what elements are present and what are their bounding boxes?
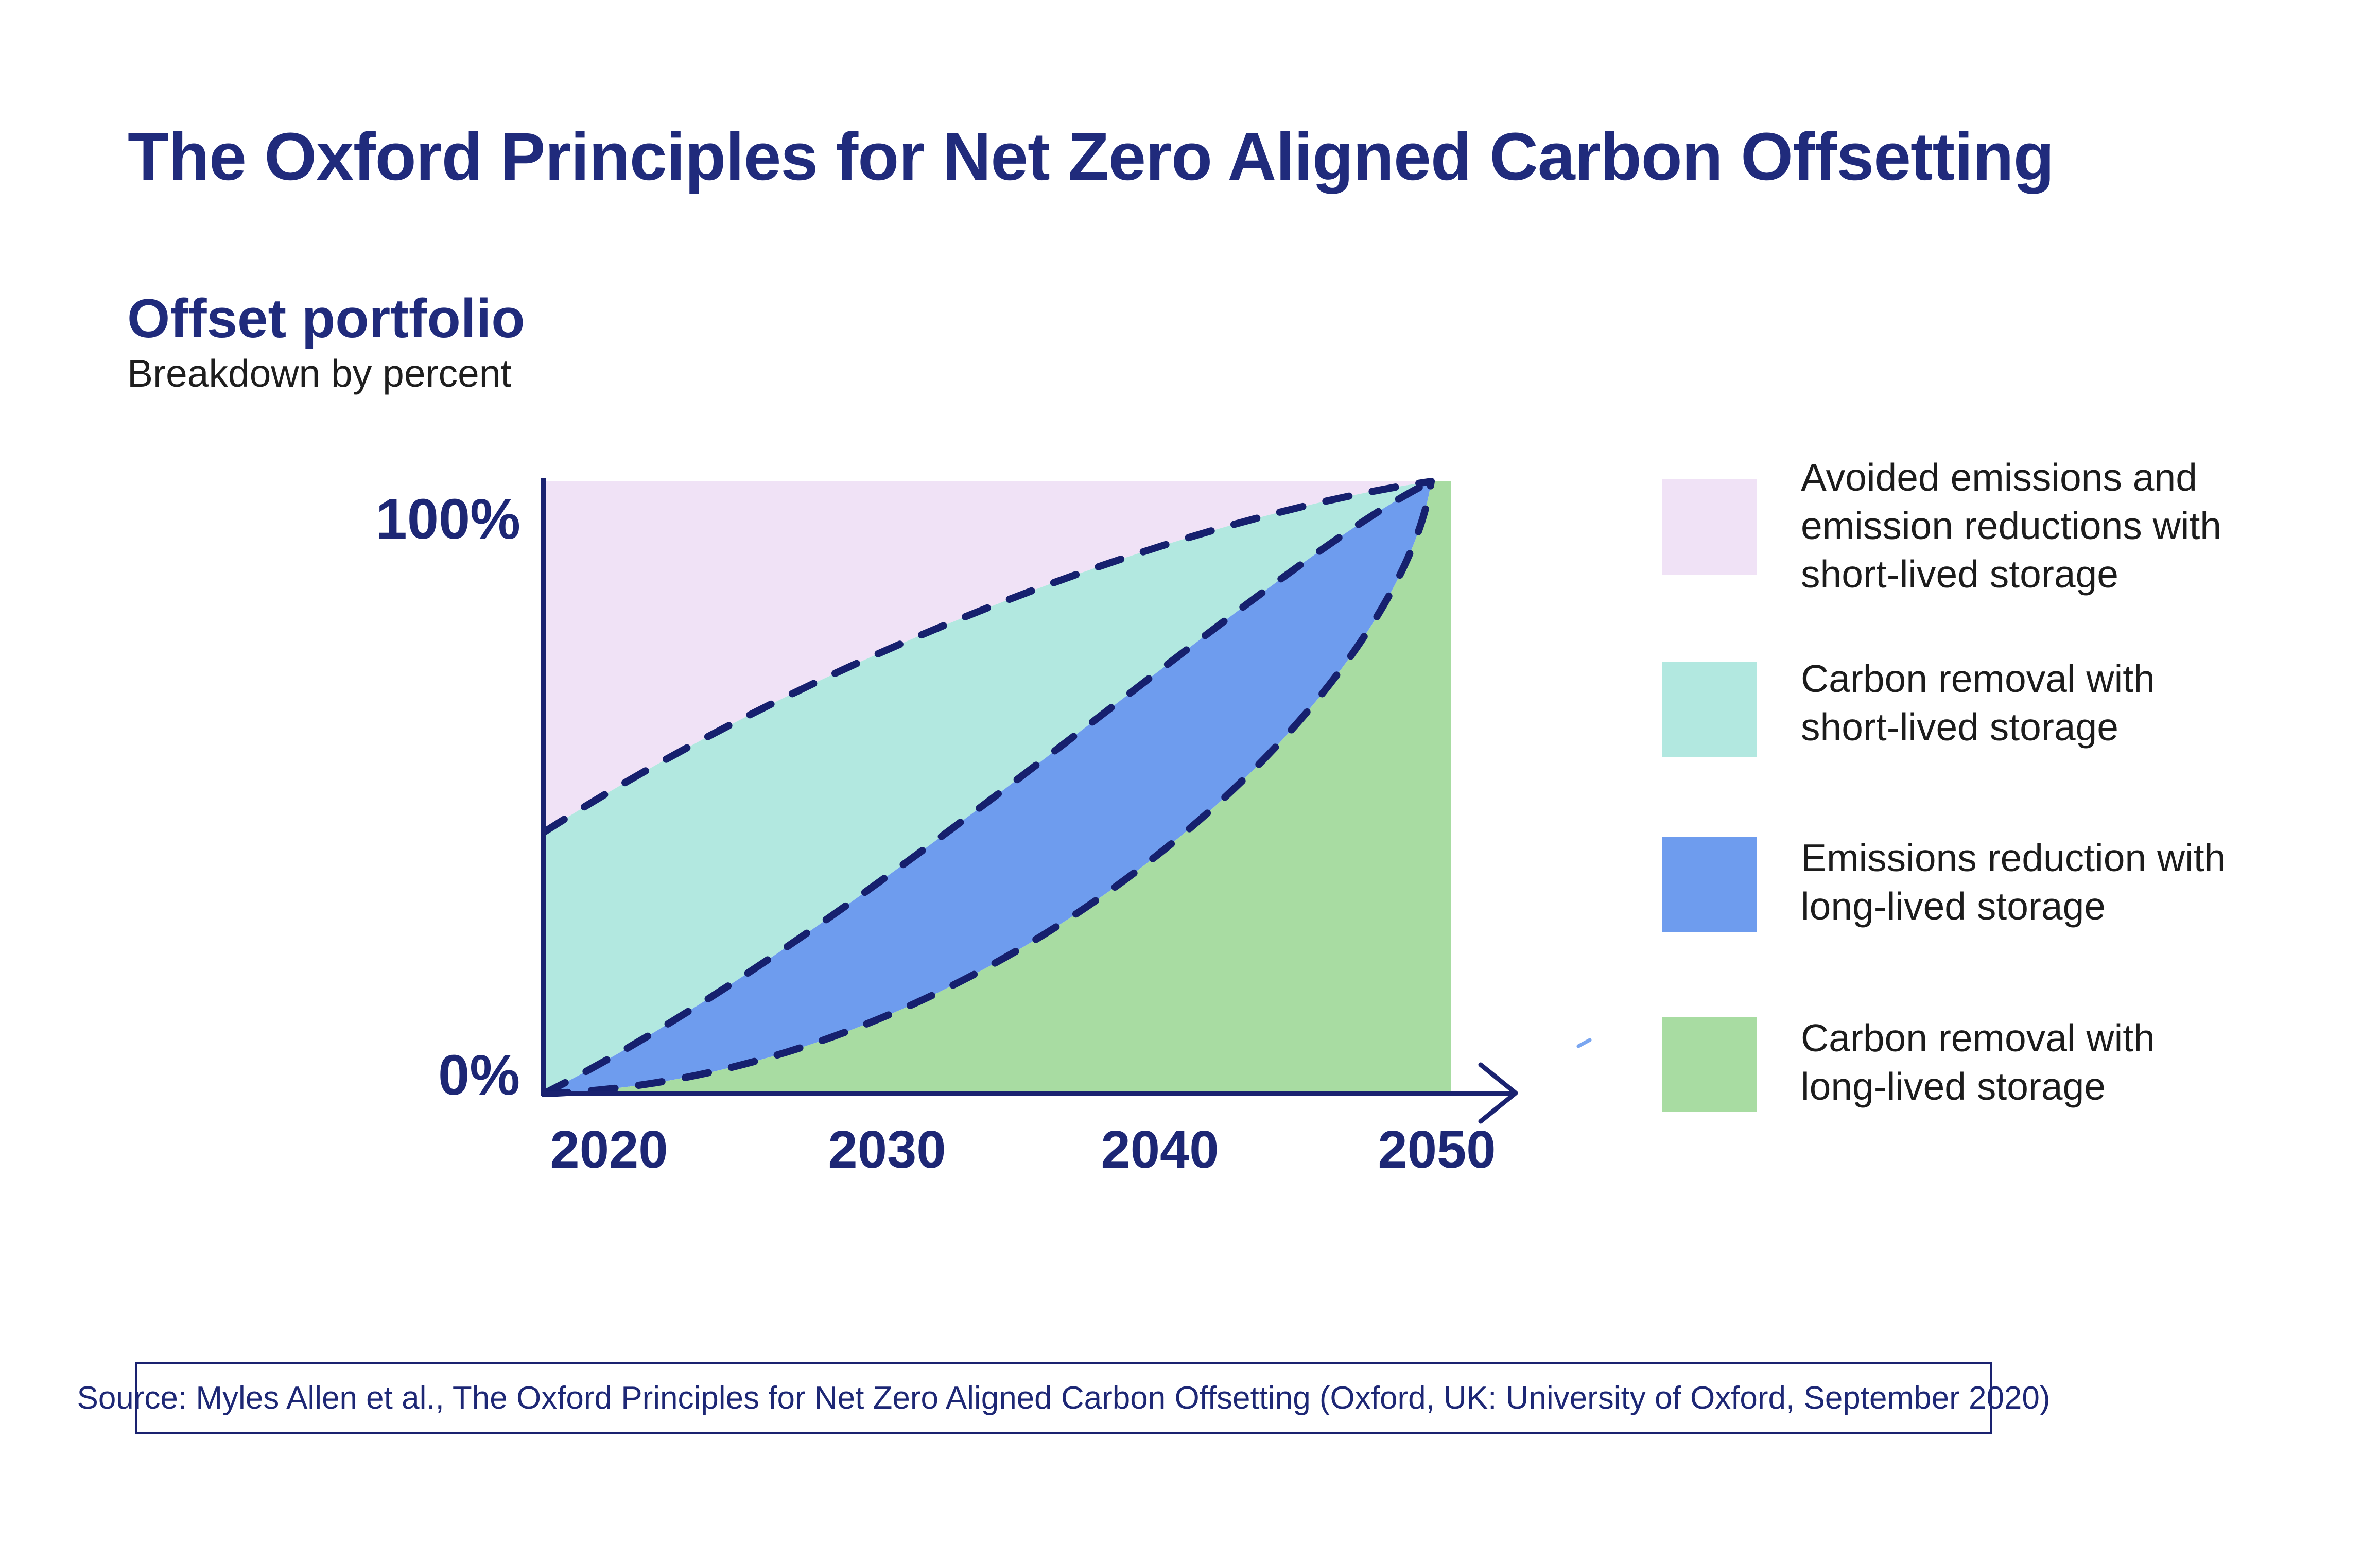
area-removal-long-lived — [544, 481, 1451, 1094]
legend-swatch-removal-short-lived — [1662, 662, 1757, 757]
legend-swatch-reduction-long-lived — [1662, 837, 1757, 932]
legend-label-line: Carbon removal with — [1801, 1016, 2155, 1060]
x-tick-2030: 2030 — [828, 1120, 946, 1179]
y-axis-label-0: 0% — [438, 1044, 520, 1107]
area-removal-short-lived — [544, 481, 1431, 1094]
area-avoided-emissions — [544, 481, 1431, 832]
dashed-curve-middle — [541, 478, 1435, 1097]
chart-subtitle: Breakdown by percent — [127, 352, 512, 395]
x-tick-2040: 2040 — [1101, 1120, 1219, 1179]
legend-label-line: long-lived storage — [1801, 885, 2106, 928]
legend-label-line: short-lived storage — [1801, 552, 2118, 596]
chart-title: Offset portfolio — [127, 287, 525, 349]
legend-label-line: Emissions reduction with — [1801, 836, 2226, 879]
y-axis-label-100: 100% — [375, 488, 520, 551]
legend-label-avoided-emissions: Avoided emissions and emission reduction… — [1801, 453, 2367, 598]
x-axis-arrowhead — [1478, 1062, 1518, 1124]
legend-label-line: short-lived storage — [1801, 705, 2118, 749]
dashed-curve-bottom — [541, 478, 1435, 1097]
legend-label-line: emission reductions with — [1801, 504, 2222, 547]
x-tick-2050: 2050 — [1378, 1120, 1496, 1179]
x-tick-2020: 2020 — [550, 1120, 668, 1179]
artifact-speck — [1576, 1038, 1592, 1048]
legend-label-reduction-long-lived: Emissions reduction with long-lived stor… — [1801, 834, 2367, 930]
legend-swatch-avoided-emissions — [1662, 479, 1757, 575]
page-title: The Oxford Principles for Net Zero Align… — [128, 118, 2055, 194]
legend-label-removal-short-lived: Carbon removal with short-lived storage — [1801, 654, 2367, 751]
legend-label-removal-long-lived: Carbon removal with long-lived storage — [1801, 1014, 2367, 1111]
legend-swatch-removal-long-lived — [1662, 1017, 1757, 1112]
legend-label-line: long-lived storage — [1801, 1065, 2106, 1108]
legend-label-line: Avoided emissions and — [1801, 456, 2197, 499]
legend-label-line: Carbon removal with — [1801, 657, 2155, 700]
source-text: Source: Myles Allen et al., The Oxford P… — [77, 1380, 2051, 1416]
dashed-curve-top — [541, 478, 1435, 836]
source-box: Source: Myles Allen et al., The Oxford P… — [77, 1362, 2051, 1434]
